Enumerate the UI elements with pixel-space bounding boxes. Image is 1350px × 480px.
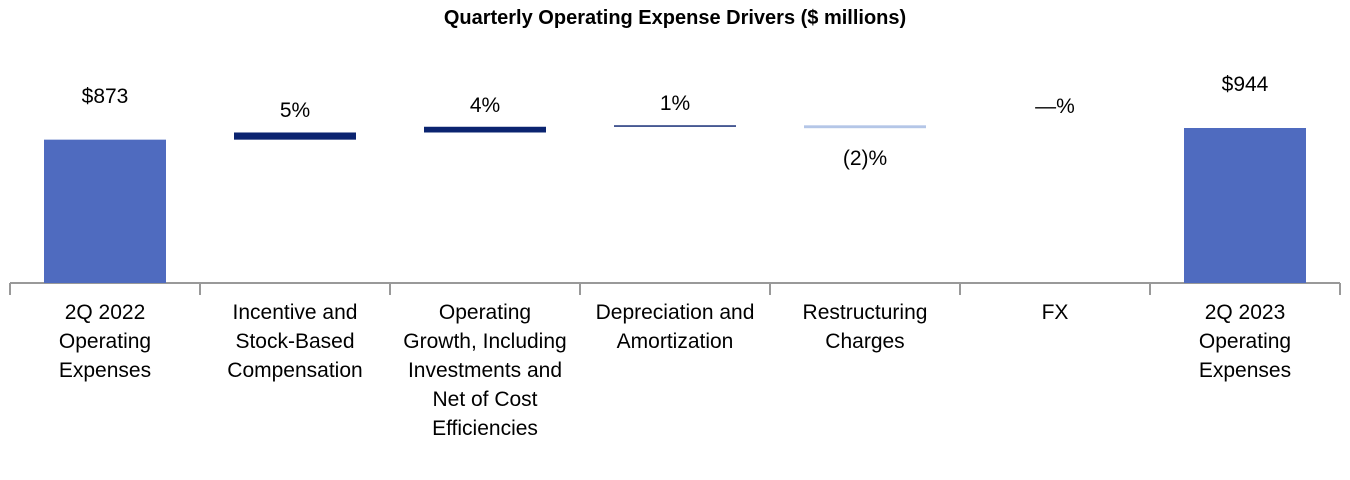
bar <box>44 139 166 283</box>
x-tick-label: 2Q 2023 Operating Expenses <box>1198 301 1292 382</box>
value-label: (2)% <box>842 147 888 171</box>
chart-title: Quarterly Operating Expense Drivers ($ m… <box>443 7 907 29</box>
value-label: 5% <box>279 99 311 123</box>
bar <box>1184 128 1306 283</box>
value-label: $944 <box>1221 73 1269 96</box>
value-label: 4% <box>469 93 501 117</box>
x-tick-label: FX <box>1041 301 1069 324</box>
bar <box>234 132 356 140</box>
x-tick-label: Incentive and Stock-Based Compensation <box>227 301 363 382</box>
bar <box>614 125 736 127</box>
bar <box>424 126 546 133</box>
x-tick-label: Operating Growth, Including Investments … <box>403 301 567 440</box>
value-label: —% <box>1035 95 1075 119</box>
value-label: $873 <box>81 84 129 108</box>
bar <box>804 125 926 129</box>
x-tick-label: 2Q 2022 Operating Expenses <box>58 301 152 382</box>
x-tick-label: Restructuring Charges <box>802 301 928 353</box>
value-label: 1% <box>659 92 691 116</box>
x-tick-label: Depreciation and Amortization <box>595 301 755 353</box>
